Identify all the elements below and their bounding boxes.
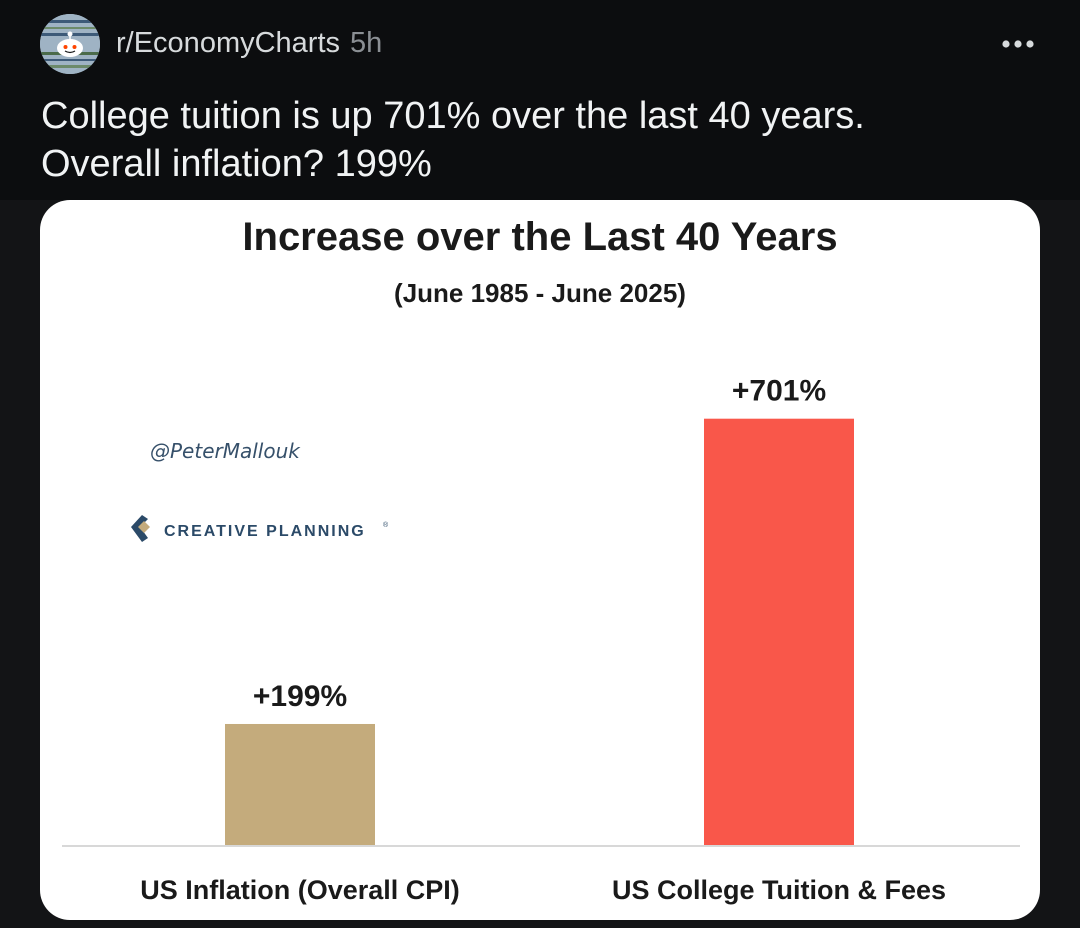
watermark-handle: @PeterMallouk (150, 439, 301, 463)
category-label-1: US College Tuition & Fees (612, 875, 946, 905)
bar-0 (225, 723, 375, 845)
chart-title: Increase over the Last 40 Years (242, 215, 837, 259)
post-title-line-1: College tuition is up 701% over the last… (41, 95, 865, 137)
more-dots-icon[interactable] (988, 24, 1048, 64)
watermark-brand: CREATIVE PLANNING (164, 523, 366, 540)
bar-chart: Increase over the Last 40 Years (June 19… (62, 215, 1020, 905)
post-meta: r/EconomyCharts 5h (116, 26, 382, 60)
post-title[interactable]: College tuition is up 701% over the last… (41, 92, 1041, 188)
chart-subtitle: (June 1985 - June 2025) (394, 278, 686, 308)
post-header-background (0, 0, 1080, 200)
data-label-1: +701% (732, 375, 826, 408)
category-label-0: US Inflation (Overall CPI) (140, 875, 460, 905)
post-title-line-2: Overall inflation? 199% (41, 143, 432, 185)
bar-1 (704, 418, 854, 845)
data-label-0: +199% (253, 680, 347, 713)
watermark-brand-mark: ® (383, 521, 389, 529)
creative-planning-logo: CREATIVE PLANNING ® (131, 515, 389, 542)
subreddit-name[interactable]: r/EconomyCharts (116, 27, 341, 59)
subreddit-avatar-icon[interactable] (40, 14, 100, 74)
post-image-card[interactable]: Increase over the Last 40 Years (June 19… (40, 200, 1040, 920)
chart-bars: +199% +701% (225, 375, 854, 845)
post-age: 5h (350, 27, 383, 59)
